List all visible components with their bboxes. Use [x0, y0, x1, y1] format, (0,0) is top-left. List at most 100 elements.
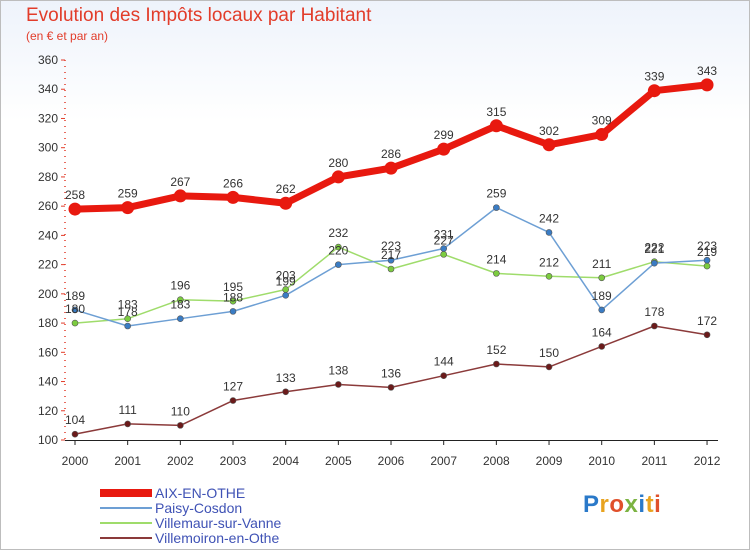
y-tick-label: 160	[38, 345, 58, 359]
data-point-1	[229, 308, 237, 315]
data-label-1: 199	[276, 274, 296, 288]
legend-label-0: AIX-EN-OTHE	[155, 485, 245, 501]
data-label-2: 180	[65, 302, 85, 316]
logo-letter: o	[609, 491, 625, 518]
data-labels: 104 111 110 127 133 138 136 144 152 150 164 178 172 1…	[65, 64, 717, 427]
data-point-1	[598, 306, 606, 314]
logo-letter: i	[654, 491, 662, 518]
y-tick-label: 120	[38, 404, 58, 418]
data-label-3: 152	[486, 343, 506, 357]
data-point-1	[177, 315, 184, 322]
data-label-0: 267	[170, 175, 190, 189]
data-point-3	[177, 422, 184, 429]
logo-letter: x	[624, 491, 639, 518]
data-label-1: 221	[644, 242, 664, 256]
legend-label-1: Paisy-Cosdon	[155, 500, 242, 516]
data-label-2: 212	[539, 255, 559, 269]
data-label-0: 259	[118, 187, 138, 201]
data-label-2: 217	[381, 248, 401, 262]
data-point-3	[545, 363, 553, 371]
data-label-1: 259	[486, 187, 506, 201]
data-label-0: 309	[592, 114, 612, 128]
x-tick-label: 2010	[588, 454, 615, 468]
data-label-1: 231	[434, 228, 454, 242]
x-tick-label: 2006	[378, 454, 405, 468]
y-tick-label: 260	[38, 199, 58, 213]
data-point-1	[440, 245, 447, 252]
axes: 100 120 140 160 180 200 220 240 260 280 300 320 340 3…	[38, 53, 721, 468]
data-point-0	[384, 161, 398, 175]
data-point-0	[121, 201, 135, 215]
y-tick-label: 280	[38, 170, 58, 184]
data-point-1	[651, 259, 658, 267]
data-label-2: 222	[644, 241, 664, 255]
x-tick-label: 2004	[272, 454, 299, 468]
data-point-0	[68, 202, 82, 216]
legend-label-2: Villemaur-sur-Vanne	[155, 515, 282, 531]
data-point-1	[124, 322, 131, 330]
y-tick-label: 220	[38, 258, 58, 272]
data-point-3	[598, 343, 606, 350]
logo-letter: t	[645, 491, 655, 518]
y-tick-label: 360	[38, 53, 58, 67]
data-point-2	[493, 270, 500, 277]
data-point-3	[703, 331, 711, 339]
x-tick-label: 2012	[694, 454, 721, 468]
logo-letter: P	[583, 491, 600, 518]
data-point-3	[493, 360, 500, 368]
data-label-3: 127	[223, 380, 243, 394]
chart-title: Evolution des Impôts locaux par Habitant	[26, 5, 372, 26]
data-label-2: 196	[170, 279, 190, 293]
data-point-0	[279, 196, 293, 210]
data-label-0: 343	[697, 64, 717, 78]
x-tick-label: 2000	[62, 454, 89, 468]
chart-subtitle: (en € et par an)	[26, 29, 109, 43]
y-tick-label: 300	[38, 141, 58, 155]
data-label-1: 220	[328, 244, 348, 258]
data-label-2: 219	[697, 245, 717, 259]
data-point-2	[387, 265, 395, 273]
x-tick-label: 2005	[325, 454, 352, 468]
x-tick-label: 2002	[167, 454, 194, 468]
data-point-1	[493, 204, 500, 211]
data-label-1: 188	[223, 290, 243, 304]
data-label-2: 232	[328, 226, 348, 240]
x-tick-label: 2011	[641, 454, 667, 468]
data-label-1: 242	[539, 211, 559, 225]
data-label-2: 183	[118, 298, 138, 312]
data-label-3: 136	[381, 366, 401, 380]
data-point-2	[545, 273, 553, 280]
data-point-3	[387, 384, 395, 391]
data-label-1: 183	[170, 298, 190, 312]
data-point-0	[173, 189, 187, 203]
data-point-1	[282, 292, 289, 299]
data-label-3: 144	[434, 355, 454, 369]
data-label-2: 195	[223, 280, 243, 294]
data-point-2	[598, 274, 606, 282]
data-label-3: 172	[697, 314, 717, 328]
data-point-1	[703, 256, 711, 264]
data-label-0: 315	[486, 105, 506, 119]
data-label-1: 189	[65, 289, 85, 303]
data-label-0: 339	[644, 70, 664, 84]
series-layer	[68, 78, 714, 438]
legend: AIX-EN-OTHEPaisy-CosdonVillemaur-sur-Van…	[100, 485, 282, 546]
data-point-1	[545, 229, 553, 236]
data-label-0: 266	[223, 176, 243, 190]
data-label-3: 111	[119, 403, 138, 417]
data-label-1: 223	[697, 239, 717, 253]
x-tick-label: 2008	[483, 454, 510, 468]
data-point-1	[387, 256, 395, 264]
x-tick-label: 2009	[536, 454, 563, 468]
data-label-0: 258	[65, 188, 85, 202]
data-point-2	[703, 262, 711, 270]
data-point-2	[440, 251, 447, 258]
data-point-2	[71, 319, 79, 327]
data-label-3: 150	[539, 346, 559, 360]
data-point-3	[440, 372, 447, 379]
data-point-0	[226, 190, 240, 204]
data-label-3: 104	[65, 413, 85, 427]
data-label-3: 110	[171, 404, 190, 418]
data-point-3	[229, 397, 237, 404]
